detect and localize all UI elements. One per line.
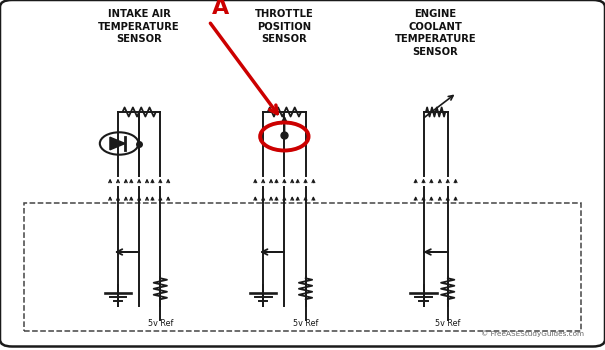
Text: 5v Ref: 5v Ref xyxy=(435,318,460,328)
Text: 5v Ref: 5v Ref xyxy=(148,318,173,328)
Text: A: A xyxy=(212,0,229,18)
Text: ENGINE
COOLANT
TEMPERATURE
SENSOR: ENGINE COOLANT TEMPERATURE SENSOR xyxy=(395,9,476,57)
Bar xyxy=(24,203,581,331)
Text: 5v Ref: 5v Ref xyxy=(293,318,318,328)
Text: INTAKE AIR
TEMPERATURE
SENSOR: INTAKE AIR TEMPERATURE SENSOR xyxy=(99,9,180,44)
Text: THROTTLE
POSITION
SENSOR: THROTTLE POSITION SENSOR xyxy=(255,9,314,44)
Text: © FreeASEStudyGuides.com: © FreeASEStudyGuides.com xyxy=(481,330,584,337)
Polygon shape xyxy=(110,137,125,150)
